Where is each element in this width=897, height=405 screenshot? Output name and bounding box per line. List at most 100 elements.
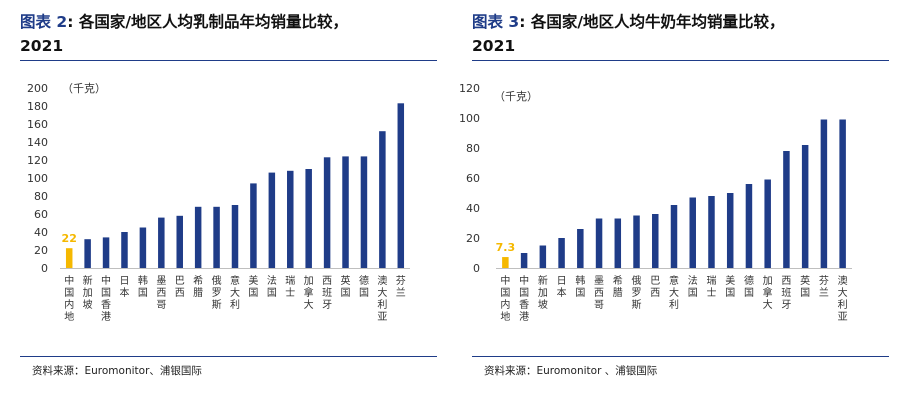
bar-美国: [250, 183, 257, 268]
bar-俄罗斯: [633, 215, 640, 268]
y-tick-label: 0: [41, 262, 48, 275]
x-tick-label: 韩国: [575, 274, 585, 299]
x-tick-label: 希腊: [193, 274, 203, 299]
x-tick-label: 日本: [557, 276, 567, 299]
x-tick-label: 意大利: [230, 274, 240, 311]
bar-法国: [268, 172, 276, 268]
figure-word: 图表: [472, 13, 504, 31]
bar-chart-dairy: 0 20 40 60 80 100 120 140 160 180 200 （千克） 22 中国内地新加坡…: [27, 82, 410, 323]
x-tick-label: 英国: [341, 274, 351, 299]
bar-意大利: [231, 205, 239, 268]
y-tick-label: 140: [27, 136, 48, 149]
source-note: 资料来源：Euromonitor 、浦银国际: [484, 365, 658, 377]
figure-word: 图表: [20, 13, 52, 31]
figure-number: 3: [508, 13, 520, 31]
x-tick-label: 巴西: [650, 275, 660, 299]
bar-澳大利亚: [839, 119, 846, 268]
y-tick-label: 40: [466, 202, 480, 215]
bar-韩国: [139, 227, 147, 268]
bar-中国内地: [502, 257, 509, 268]
bar-新加坡: [84, 239, 91, 268]
figure-number: 2: [56, 13, 68, 31]
bar-墨西哥: [595, 218, 603, 268]
y-tick-label: 20: [34, 244, 48, 257]
figure-title: 图表 2: 各国家/地区人均乳制品年均销量比较， 2021: [20, 10, 440, 58]
x-tick-label: 澳大利亚: [377, 274, 387, 323]
bar-芬兰: [397, 103, 405, 268]
y-tick-label: 100: [27, 172, 48, 185]
bar-中国香港: [102, 237, 110, 268]
bar-希腊: [194, 206, 202, 268]
bar-芬兰: [820, 119, 828, 268]
bar-chart-milk: 0 20 40 60 80 100 120 （千克） 7.3 中国内地中国香港新加坡日本韩国墨西哥…: [459, 82, 852, 323]
x-tick-label: 俄罗斯: [212, 275, 222, 311]
x-tick-label: 墨西哥: [594, 275, 604, 311]
source-rule: [20, 356, 437, 357]
y-tick-label: 0: [473, 262, 480, 275]
x-tick-label: 中国香港: [101, 274, 111, 323]
bar-德国: [745, 184, 753, 268]
bar-日本: [121, 232, 128, 268]
bar-澳大利亚: [379, 131, 386, 268]
bar-中国香港: [520, 253, 528, 268]
figure-title: 图表 3: 各国家/地区人均牛奶年均销量比较， 2021: [472, 10, 892, 58]
x-tick-label: 新加坡: [538, 274, 548, 311]
bar-希腊: [614, 218, 622, 268]
bar-西班牙: [783, 151, 790, 268]
data-label-highlight: 7.3: [496, 241, 516, 254]
y-tick-label: 180: [27, 100, 48, 113]
y-tick-label: 40: [34, 226, 48, 239]
chart-panel-right: 图表 3: 各国家/地区人均牛奶年均销量比较， 2021 0 20 40 60 80 100…: [452, 0, 897, 405]
y-tick-label: 200: [27, 82, 48, 95]
bar-加拿大: [305, 169, 312, 268]
bar-美国: [726, 193, 734, 268]
y-tick-label: 160: [27, 118, 48, 131]
x-tick-label: 中国内地: [64, 274, 74, 323]
bar-日本: [558, 238, 565, 268]
bar-俄罗斯: [213, 206, 220, 268]
source-rule: [472, 356, 889, 357]
bar-意大利: [670, 205, 678, 268]
bar-英国: [801, 145, 809, 268]
y-tick-label: 80: [466, 142, 480, 155]
x-tick-label: 韩国: [138, 274, 148, 299]
bar-英国: [342, 156, 349, 268]
x-tick-label: 芬兰: [396, 275, 406, 299]
x-tick-label: 中国香港: [519, 274, 529, 323]
bar-墨西哥: [158, 217, 165, 268]
bar-韩国: [577, 229, 584, 268]
y-tick-label: 60: [466, 172, 480, 185]
x-tick-label: 墨西哥: [156, 275, 166, 311]
data-label-highlight: 22: [62, 232, 77, 245]
x-tick-label: 英国: [800, 274, 810, 299]
y-tick-label: 60: [34, 208, 48, 221]
x-tick-label: 加拿大: [763, 275, 773, 311]
x-tick-label: 法国: [688, 274, 698, 299]
bar-加拿大: [764, 179, 771, 268]
x-tick-label: 瑞士: [706, 275, 716, 299]
y-tick-label: 20: [466, 232, 480, 245]
y-tick-label: 120: [27, 154, 48, 167]
x-tick-label: 德国: [744, 274, 754, 299]
x-tick-label: 巴西: [175, 275, 185, 299]
x-tick-label: 希腊: [613, 274, 623, 299]
figure-title-text: : 各国家/地区人均牛奶年均销量比较，: [519, 13, 785, 31]
title-rule: [472, 60, 889, 61]
figure-title-text: : 各国家/地区人均乳制品年均销量比较，: [67, 13, 348, 31]
x-tick-label: 法国: [267, 274, 277, 299]
bar-巴西: [652, 214, 659, 268]
x-tick-label: 西班牙: [781, 276, 791, 311]
bar-瑞士: [287, 170, 294, 268]
x-tick-label: 意大利: [669, 274, 679, 311]
x-tick-label: 中国内地: [500, 274, 510, 323]
bar-新加坡: [539, 245, 547, 268]
title-rule: [20, 60, 437, 61]
x-tick-label: 日本: [119, 276, 129, 299]
x-tick-label: 德国: [359, 274, 369, 299]
x-tick-label: 澳大利亚: [838, 274, 848, 323]
x-tick-label: 芬兰: [819, 275, 829, 299]
bar-德国: [360, 156, 368, 268]
y-tick-label: 100: [459, 112, 480, 125]
figure-title-year: 2021: [20, 37, 64, 55]
y-tick-label: 80: [34, 190, 48, 203]
